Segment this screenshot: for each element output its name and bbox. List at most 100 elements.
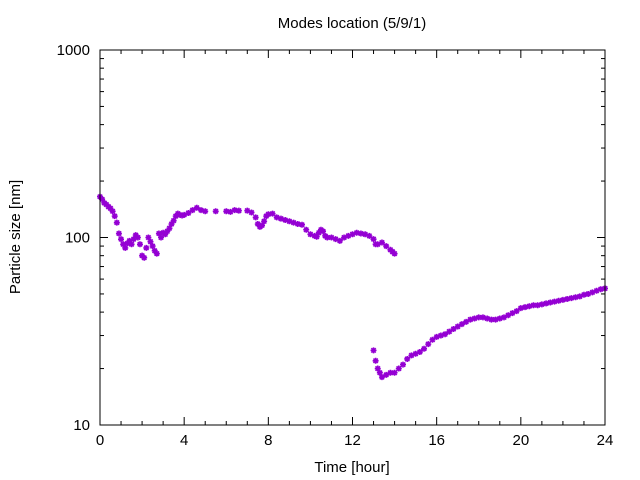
data-point <box>164 228 171 235</box>
data-point <box>141 254 148 261</box>
data-point <box>534 302 541 309</box>
data-point <box>576 293 583 300</box>
data-point <box>450 326 457 333</box>
data-point <box>265 211 272 218</box>
y-axis: 10 100 1000 <box>57 42 605 434</box>
data-point <box>198 207 204 214</box>
x-tick-label: 12 <box>344 432 361 449</box>
x-tick-label: 8 <box>264 432 272 449</box>
data-point <box>158 234 165 241</box>
data-point <box>282 216 289 223</box>
data-point <box>425 341 432 348</box>
data-point <box>357 230 364 237</box>
data-point <box>395 365 402 372</box>
data-point <box>273 214 280 221</box>
data-point <box>153 250 160 257</box>
data-point <box>345 232 352 239</box>
data-point <box>526 303 533 310</box>
data-point <box>370 236 377 243</box>
data-point <box>223 208 230 215</box>
data-point <box>168 221 175 228</box>
data-point <box>555 297 562 304</box>
data-point <box>467 316 474 323</box>
data-point <box>387 369 394 376</box>
data-point <box>286 218 293 225</box>
data-point <box>341 234 348 241</box>
data-point <box>412 350 419 357</box>
data-point <box>118 236 125 243</box>
data-point <box>568 295 575 302</box>
data-point <box>248 209 255 216</box>
data-point <box>376 369 383 376</box>
data-point <box>151 247 158 254</box>
data-point <box>416 349 423 356</box>
data-point <box>269 210 276 217</box>
data-point <box>543 300 550 307</box>
data-point <box>162 231 169 238</box>
data-point <box>366 232 373 239</box>
data-point <box>580 291 587 298</box>
data-point <box>143 244 150 251</box>
data-point <box>437 332 444 339</box>
data-point <box>299 221 305 228</box>
data-point <box>313 233 320 240</box>
data-point <box>307 231 314 238</box>
data-point <box>315 229 322 236</box>
data-point <box>128 241 135 248</box>
data-point <box>597 286 604 293</box>
data-point <box>155 230 162 237</box>
data-point <box>454 323 461 330</box>
data-point <box>374 241 381 248</box>
data-point <box>227 208 234 215</box>
data-point <box>235 207 242 214</box>
data-point <box>124 240 131 247</box>
data-point <box>290 219 297 226</box>
data-point <box>170 217 177 224</box>
data-point <box>372 357 379 364</box>
data-point <box>572 294 579 301</box>
data-point <box>122 244 129 251</box>
data-point <box>332 236 339 243</box>
data-points <box>97 193 608 381</box>
data-point <box>202 208 209 215</box>
data-point <box>421 345 428 352</box>
data-point <box>277 215 284 222</box>
data-point <box>374 365 381 372</box>
y-tick-label: 10 <box>73 417 90 434</box>
x-axis-label: Time [hour] <box>314 459 389 476</box>
data-point <box>113 219 120 226</box>
x-tick-label: 20 <box>512 432 529 449</box>
data-point <box>244 207 251 214</box>
data-point <box>185 210 192 217</box>
data-point <box>172 213 179 220</box>
data-point <box>145 234 152 241</box>
data-point <box>391 369 398 376</box>
data-point <box>530 302 537 309</box>
data-point <box>259 222 266 229</box>
data-point <box>370 347 377 354</box>
data-point <box>99 196 106 203</box>
data-point <box>120 241 127 248</box>
chart-title: Modes location (5/9/1) <box>278 15 426 32</box>
data-point <box>433 333 440 340</box>
data-point <box>130 236 137 243</box>
data-point <box>408 352 415 359</box>
data-point <box>132 232 139 239</box>
data-point <box>475 314 482 321</box>
data-point <box>261 218 268 225</box>
data-point <box>126 237 133 244</box>
data-point <box>488 316 495 323</box>
data-point <box>538 301 545 308</box>
data-point <box>501 314 507 321</box>
data-point <box>589 289 596 296</box>
data-point <box>509 310 516 317</box>
data-point <box>559 296 566 303</box>
y-tick-label: 1000 <box>57 42 90 59</box>
data-point <box>111 213 118 220</box>
data-point <box>383 243 390 250</box>
data-point <box>134 234 141 241</box>
x-tick-label: 16 <box>428 432 445 449</box>
data-point <box>496 315 503 322</box>
x-tick-label: 4 <box>180 432 188 449</box>
